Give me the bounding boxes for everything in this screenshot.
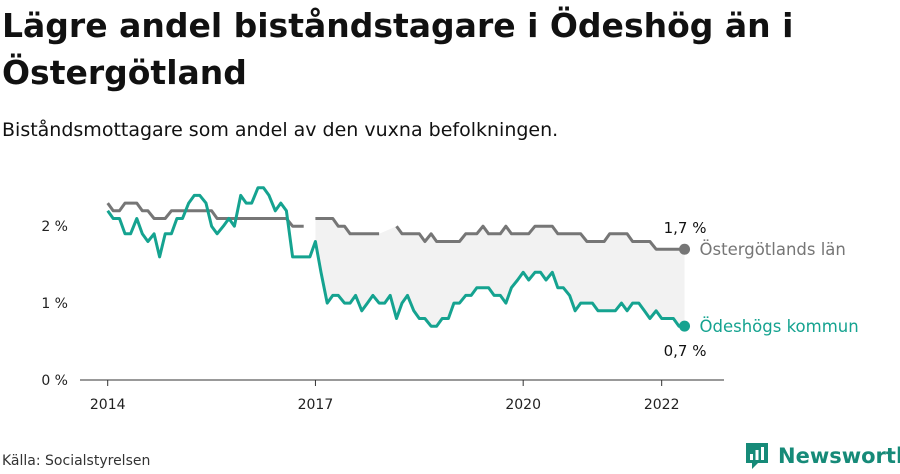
x-tick-label: 2017 [298, 397, 334, 413]
series-end-marker-0 [679, 243, 691, 255]
brand-logo-group[interactable]: Newsworthy [744, 440, 900, 472]
chart-subtitle: Biståndsmottagare som andel av den vuxna… [2, 119, 559, 141]
x-tick-label: 2022 [644, 397, 680, 413]
series-name-label-0: Östergötlands län [700, 240, 846, 259]
difference-band-area [315, 218, 685, 327]
series-lines [106, 186, 691, 332]
y-tick-label: 0 % [41, 373, 68, 389]
x-tick-label: 2020 [505, 397, 541, 413]
y-tick-label: 2 % [41, 219, 68, 235]
series-line-0 [106, 201, 685, 251]
axes: 0 % 1 % 2 % 2014 2017 2020 2022 [41, 219, 724, 413]
y-tick-label: 1 % [41, 296, 68, 312]
series-end-marker-1 [679, 320, 691, 332]
series-labels: Östergötlands län 1,7 % Ödeshögs kommun 0,7… [664, 219, 859, 360]
series-end-value-1: 0,7 % [664, 342, 707, 360]
x-tick-label: 2014 [90, 397, 126, 413]
difference-band [315, 218, 685, 327]
source-note: Källa: Socialstyrelsen [2, 453, 151, 469]
series-end-value-0: 1,7 % [664, 219, 707, 237]
brand-name: Newsworthy [778, 444, 900, 468]
series-name-label-1: Ödeshögs kommun [700, 317, 859, 336]
chart-title: Lägre andel biståndstagare i Ödeshög än … [2, 6, 794, 92]
newsworthy-logo-icon [746, 443, 768, 469]
series-line-1 [106, 186, 685, 328]
